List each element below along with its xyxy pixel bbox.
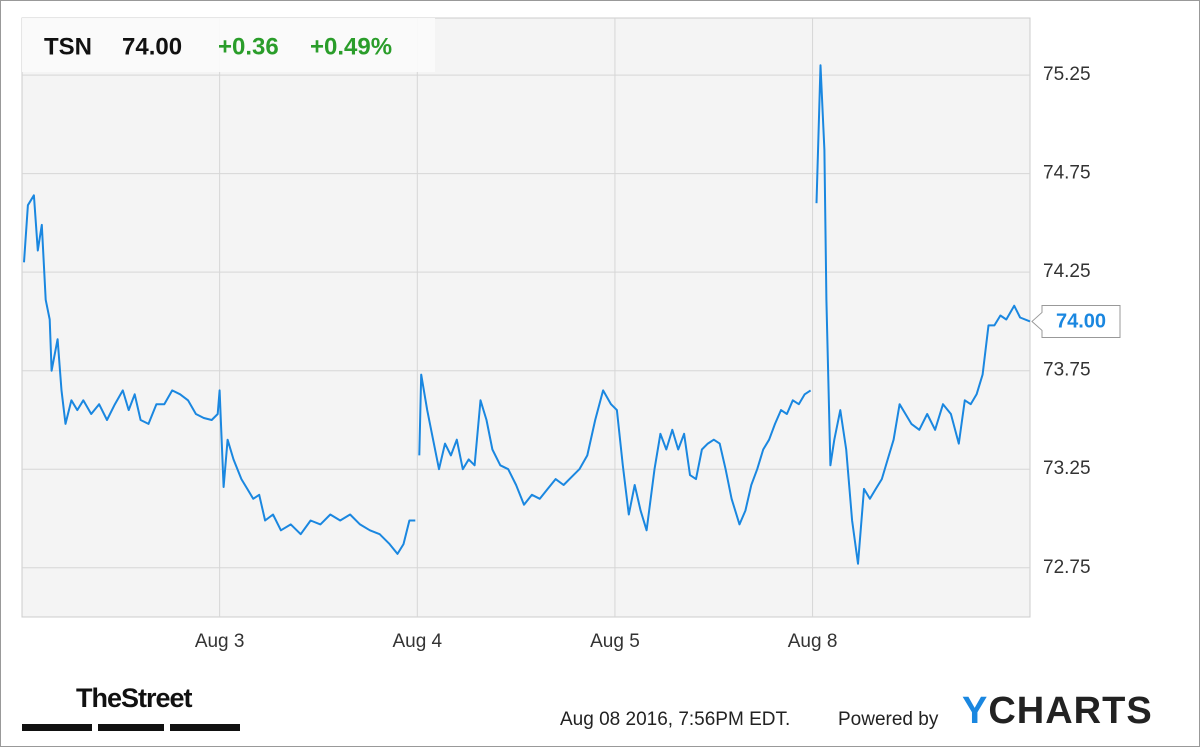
brand-logo: YCHARTS xyxy=(962,690,1153,732)
y-tick-label: 75.25 xyxy=(1043,64,1091,85)
logo-bar xyxy=(22,724,92,731)
logo-bar xyxy=(98,724,164,731)
timestamp: Aug 08 2016, 7:56PM EDT. xyxy=(560,709,790,730)
y-tick-label: 72.75 xyxy=(1043,557,1091,578)
x-tick-label: Aug 3 xyxy=(195,631,245,652)
plot-area xyxy=(21,17,1031,618)
price: 74.00 xyxy=(122,33,182,60)
powered-by: Powered by xyxy=(838,709,939,730)
last-label-box xyxy=(1031,304,1121,338)
logo-bar xyxy=(170,724,240,731)
x-tick-label: Aug 5 xyxy=(590,631,640,652)
y-tick-label: 73.25 xyxy=(1043,458,1091,479)
last-label: 74.00 xyxy=(1056,311,1106,333)
x-tick-label: Aug 8 xyxy=(788,631,838,652)
change-pct: +0.49% xyxy=(310,33,392,60)
y-tick-label: 73.75 xyxy=(1043,360,1091,381)
series xyxy=(23,64,1031,565)
source-logo: TheStreet xyxy=(76,683,193,713)
symbol: TSN xyxy=(44,33,92,60)
change: +0.36 xyxy=(218,33,279,60)
y-tick-label: 74.25 xyxy=(1043,261,1091,282)
x-tick-label: Aug 4 xyxy=(392,631,442,652)
grid xyxy=(22,18,1030,617)
header-box xyxy=(22,18,435,72)
price-line xyxy=(23,64,1031,565)
y-tick-label: 74.75 xyxy=(1043,163,1091,184)
